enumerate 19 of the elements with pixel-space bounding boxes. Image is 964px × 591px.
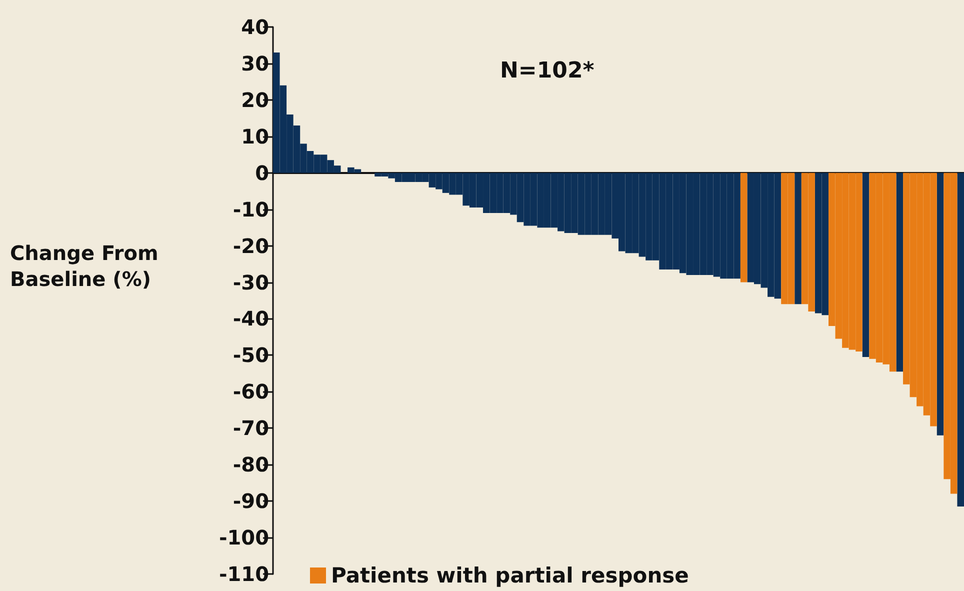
- y-tick-label: -80: [232, 452, 269, 477]
- y-tick-label: 20: [241, 88, 269, 112]
- y-tick-label: 0: [255, 160, 269, 185]
- annotation: N=102*: [500, 58, 595, 84]
- y-tick-label: -10: [232, 197, 269, 222]
- y-tick-label: -60: [232, 380, 269, 404]
- y-axis-title: Change From Baseline (%): [10, 241, 166, 291]
- y-tick-label: -100: [218, 526, 269, 550]
- legend-label: Patients with partial response: [331, 564, 689, 588]
- y-tick-label: 30: [241, 51, 269, 76]
- y-tick-label: 10: [241, 124, 269, 148]
- y-tick-label: -30: [232, 270, 269, 294]
- y-tick-label: -40: [232, 306, 269, 331]
- y-tick-label: -50: [232, 343, 269, 368]
- y-tick-label: -110: [218, 562, 269, 586]
- y-tick-label: -20: [232, 234, 269, 258]
- y-tick-label: -70: [232, 416, 269, 440]
- y-tick-label: 40: [241, 15, 269, 39]
- y-tick-label: -90: [232, 489, 269, 514]
